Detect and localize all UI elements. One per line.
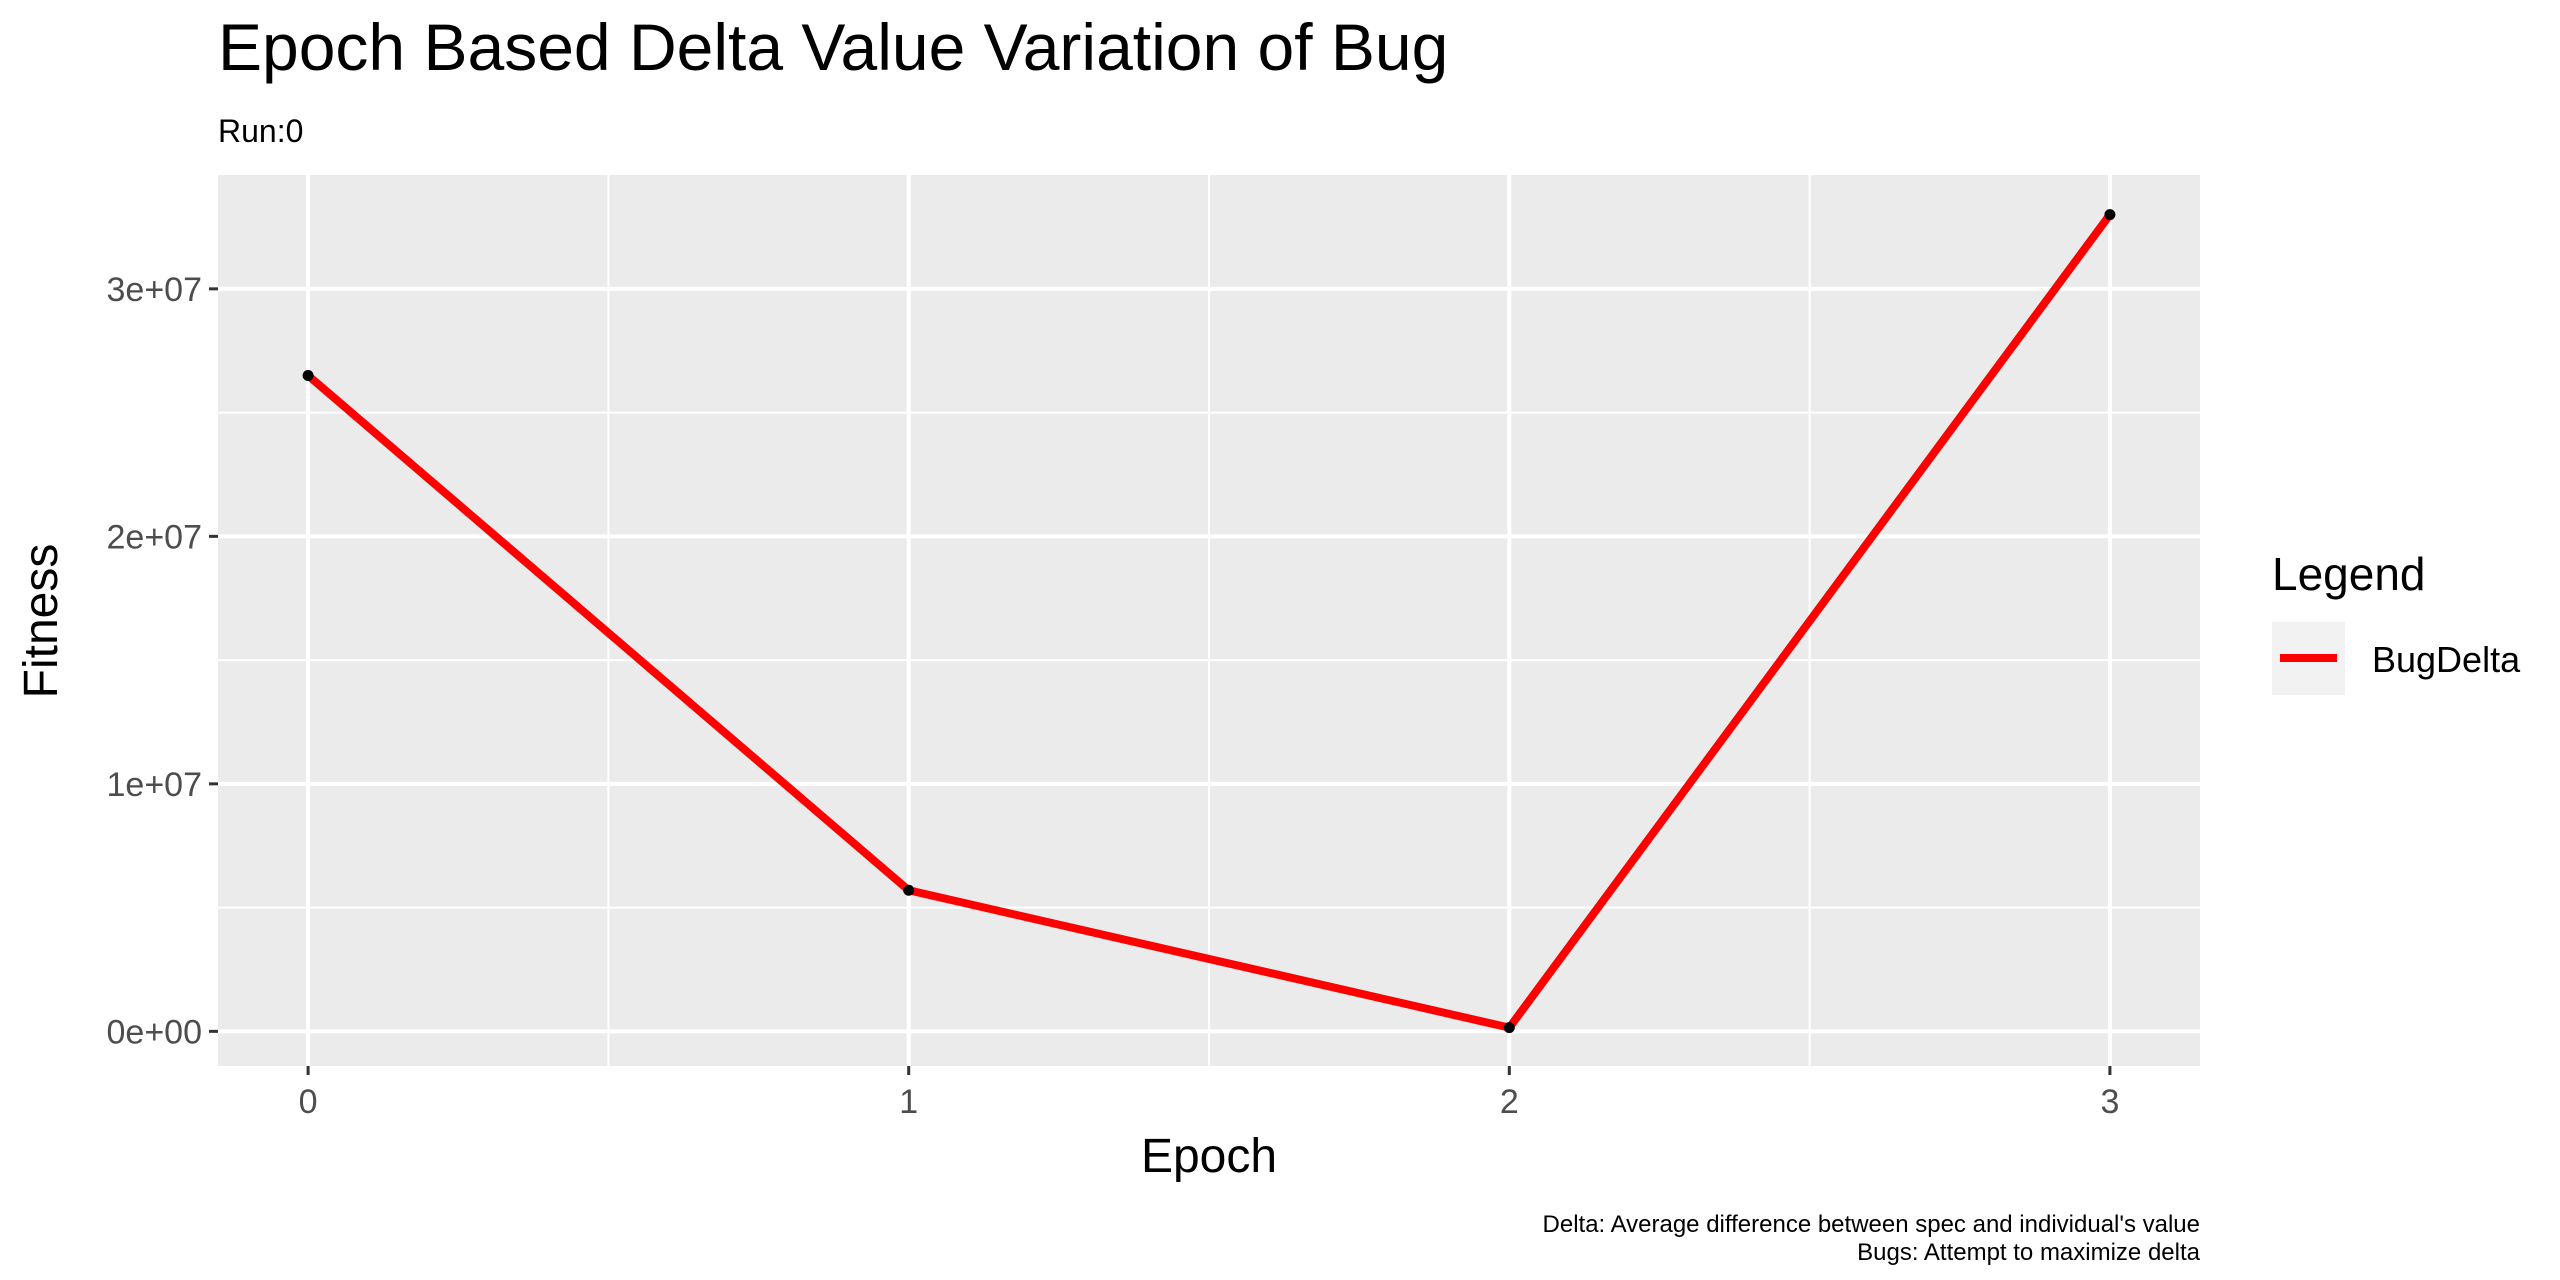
y-axis: 0e+00 1e+07 2e+07 3e+07 (107, 271, 218, 1051)
x-tick-label: 0 (299, 1083, 318, 1121)
caption-line-1: Delta: Average difference between spec a… (1543, 1211, 2200, 1238)
x-tick-label: 3 (2100, 1083, 2119, 1121)
data-point (302, 369, 314, 381)
x-axis: 0 1 2 3 (299, 1066, 2119, 1121)
chart-title: Epoch Based Delta Value Variation of Bug (218, 10, 1448, 84)
y-tick-label: 0e+00 (107, 1013, 203, 1051)
x-axis-title: Epoch (1141, 1130, 1277, 1183)
data-point (2104, 209, 2116, 221)
legend: Legend BugDelta (2272, 548, 2521, 695)
legend-title: Legend (2272, 548, 2426, 600)
y-tick-label: 2e+07 (107, 518, 203, 556)
series-layer (305, 212, 2114, 1032)
y-axis-title: Fitness (15, 544, 68, 699)
data-point (903, 884, 915, 896)
y-tick-label: 3e+07 (107, 271, 203, 309)
legend-label-bugdelta: BugDelta (2372, 639, 2521, 680)
series-line-bugdelta (305, 212, 2114, 1032)
y-tick-label: 1e+07 (107, 766, 203, 804)
data-points (302, 209, 2116, 1034)
x-tick-label: 2 (1500, 1083, 1519, 1121)
x-tick-label: 1 (899, 1083, 918, 1121)
caption-line-2: Bugs: Attempt to maximize delta (1857, 1239, 2200, 1266)
chart-subtitle: Run:0 (218, 113, 303, 149)
data-point (1503, 1022, 1515, 1034)
